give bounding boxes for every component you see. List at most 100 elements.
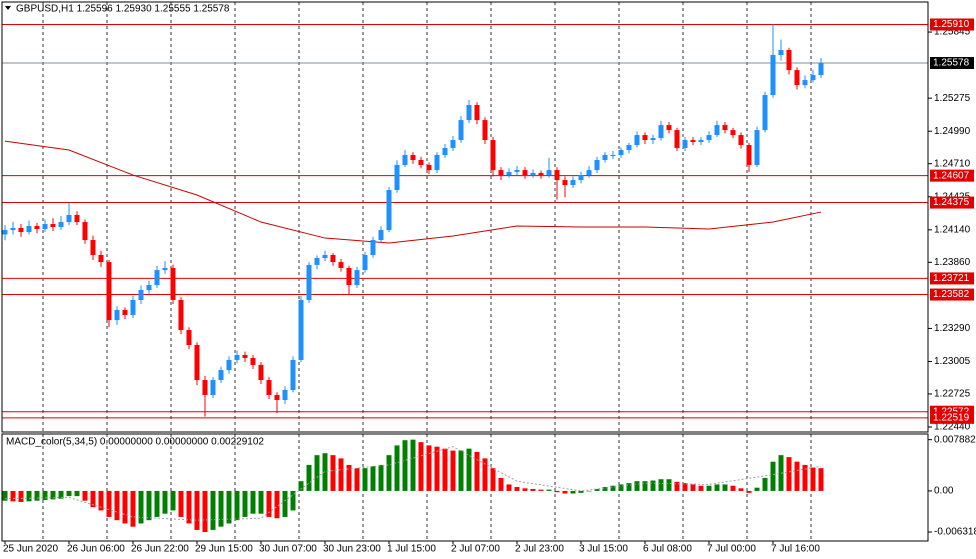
histogram-bar <box>90 490 96 508</box>
candle-body <box>594 159 600 171</box>
macd-panel-frame <box>1 433 929 542</box>
y-tick-label: 0.00 <box>934 486 954 497</box>
histogram-bar <box>274 490 280 519</box>
histogram-bar <box>26 490 32 502</box>
histogram-bar <box>394 445 400 491</box>
candle-body <box>554 170 560 181</box>
candle-body <box>250 357 256 365</box>
candle-body <box>618 150 624 155</box>
histogram-bar <box>162 490 168 514</box>
x-tick-label: 26 Jun 22:00 <box>131 544 189 555</box>
candle-body <box>154 270 160 286</box>
histogram-bar <box>442 448 448 491</box>
candle-body <box>170 267 176 300</box>
collapse-icon[interactable] <box>5 6 11 10</box>
level-label-box <box>930 411 974 424</box>
current-price-box <box>930 57 974 70</box>
chart-title: GBPUSD,H1 1.25596 1.25930 1.25555 1.2557… <box>16 4 230 15</box>
candle-body <box>490 140 496 171</box>
candle-body <box>130 299 136 315</box>
histogram-bar <box>714 484 720 491</box>
candle-body <box>90 240 96 255</box>
candle-body <box>802 80 808 86</box>
candle-body <box>546 170 552 176</box>
histogram-bar <box>642 481 648 491</box>
signal-line <box>4 446 822 521</box>
histogram-bar <box>514 487 520 491</box>
x-tick-label: 1 Jul 15:00 <box>387 544 436 555</box>
histogram-bar <box>130 490 136 527</box>
candle-body <box>506 172 512 176</box>
histogram-bar <box>746 490 752 493</box>
histogram-bar <box>282 490 288 517</box>
x-tick-label: 26 Jun 06:00 <box>67 544 125 555</box>
histogram-bar <box>682 483 688 491</box>
candle-body <box>34 225 40 230</box>
histogram-bar <box>770 461 776 491</box>
candle-body <box>514 170 520 173</box>
level-label-box <box>930 272 974 285</box>
histogram-bar <box>546 489 552 491</box>
histogram-bar <box>530 488 536 491</box>
y-tick-label: 1.23860 <box>934 257 971 268</box>
candle-body <box>266 380 272 395</box>
histogram-bar <box>186 490 192 524</box>
candle-body <box>778 50 784 56</box>
y-tick-label: 1.22725 <box>934 389 971 400</box>
histogram-bar <box>586 490 592 492</box>
candle-body <box>602 154 608 160</box>
candle-body <box>770 55 776 96</box>
histogram-bar <box>18 490 24 502</box>
candle-body <box>530 172 536 176</box>
histogram-bar <box>42 490 48 501</box>
candle-body <box>730 130 736 136</box>
level-label: 1.22572 <box>933 406 970 417</box>
histogram-bar <box>786 457 792 491</box>
x-tick-label: 7 Jul 00:00 <box>707 544 756 555</box>
candle-body <box>586 170 592 176</box>
candle-body <box>2 230 8 235</box>
candle-body <box>810 75 816 81</box>
candle-body <box>82 222 88 241</box>
histogram-bar <box>658 479 664 491</box>
histogram-bar <box>258 490 264 514</box>
histogram-bar <box>466 448 472 491</box>
candle-body <box>298 299 304 360</box>
candle-body <box>106 262 112 321</box>
candle-body <box>434 154 440 171</box>
histogram-bar <box>314 455 320 491</box>
candle-body <box>634 135 640 146</box>
histogram-bar <box>554 490 560 493</box>
histogram-bar <box>290 490 296 511</box>
x-tick-label: 2 Jul 23:00 <box>515 544 564 555</box>
candle-body <box>610 154 616 156</box>
candle-body <box>210 380 216 395</box>
histogram-bar <box>50 490 56 500</box>
candle-body <box>410 154 416 160</box>
histogram-bar <box>234 490 240 521</box>
histogram-bar <box>354 468 360 491</box>
candle-body <box>186 330 192 346</box>
histogram-bar <box>674 481 680 491</box>
candle-body <box>674 130 680 149</box>
candle-body <box>338 262 344 268</box>
histogram-bar <box>330 455 336 491</box>
histogram-bar <box>730 485 736 491</box>
candle-body <box>234 354 240 360</box>
histogram-bar <box>650 480 656 491</box>
histogram-bar <box>34 490 40 501</box>
candle-body <box>538 172 544 176</box>
histogram-bar <box>106 490 112 517</box>
histogram-bar <box>482 458 488 491</box>
candle-body <box>162 267 168 271</box>
candle-body <box>370 240 376 255</box>
histogram-bar <box>98 490 104 511</box>
histogram-bar <box>74 490 80 497</box>
candle-body <box>666 125 672 131</box>
indicator-title: MACD_color(5,34,5) 0.00000000 0.00000000… <box>6 437 264 448</box>
histogram-bar <box>626 483 632 491</box>
histogram-bar <box>242 490 248 517</box>
